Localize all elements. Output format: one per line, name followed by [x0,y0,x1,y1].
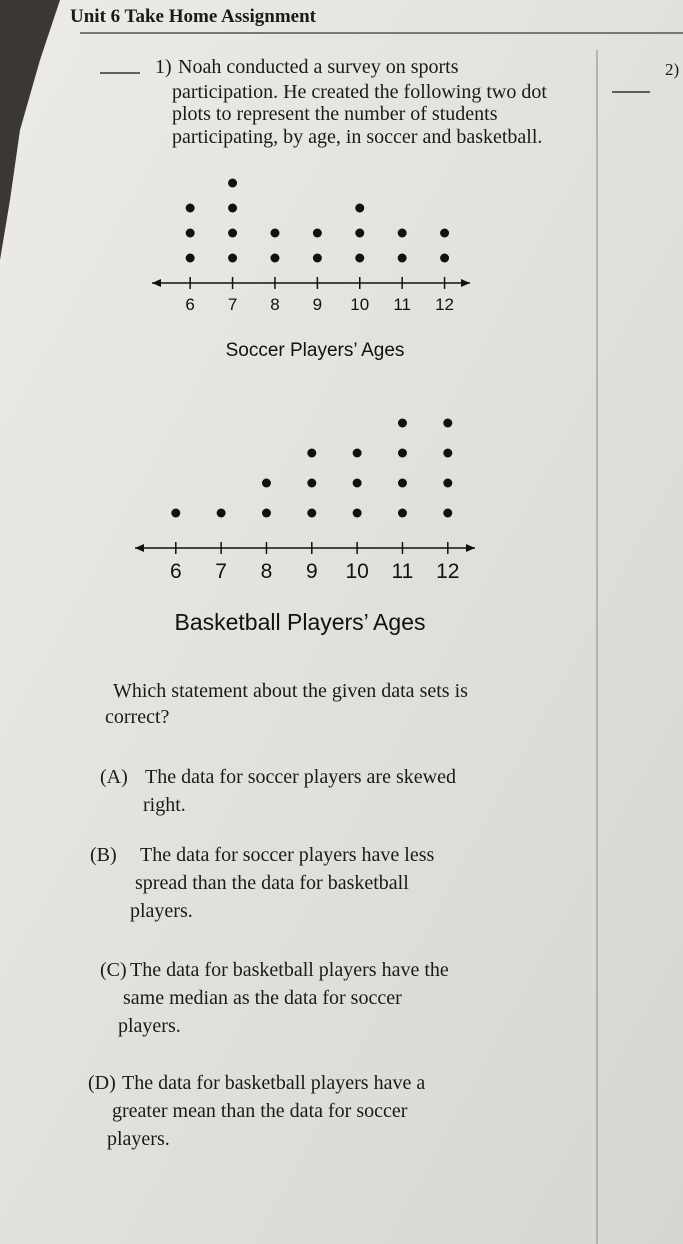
page-edge [0,0,60,260]
dot [185,253,195,263]
dot [228,228,238,238]
choice-text: same median as the data for soccer [123,987,402,1009]
chart-title: Basketball Players’ Ages [174,609,425,635]
question-number: 1) [155,56,172,78]
dot [397,448,407,458]
choice-label: (B) [90,844,117,866]
choice-text: The data for basketball players have a [122,1072,425,1094]
choice-text: The data for soccer players are skewed [145,766,456,788]
dot [307,478,317,488]
tick-label: 12 [436,560,459,583]
tick-label: 11 [392,560,414,583]
dot [312,253,322,263]
choice-text: players. [130,900,193,922]
dot [397,418,407,428]
choice-label: (D) [88,1072,116,1094]
dot [228,253,238,263]
tick-label: 8 [270,295,279,314]
tick-label: 10 [350,295,369,314]
question-text: Noah conducted a survey on sports [178,56,459,78]
dot [397,478,407,488]
tick-label: 11 [393,295,411,314]
dot [185,203,195,213]
dot [397,253,407,263]
choice-text: The data for basketball players have the [130,959,449,981]
choice-label: (C) [100,959,127,981]
dot [443,448,453,458]
header-title: Unit 6 Take Home Assignment [70,6,317,27]
dot [443,478,453,488]
choice-text: greater mean than the data for soccer [112,1100,408,1122]
dot [185,228,195,238]
choice-text: The data for soccer players have less [140,844,435,866]
dot [355,253,365,263]
dot [228,203,238,213]
dot [443,418,453,428]
dot [228,178,238,188]
dot [440,253,450,263]
dot [355,228,365,238]
prompt-text: correct? [105,706,170,728]
dot [352,448,362,458]
choice-label: (A) [100,766,128,788]
dot [307,448,317,458]
dot [270,228,280,238]
dot [440,228,450,238]
dot [307,508,317,518]
dot [352,508,362,518]
dot [443,508,453,518]
tick-label: 9 [313,295,322,314]
dot [397,228,407,238]
prompt-text: Which statement about the given data set… [113,680,468,702]
dot [352,478,362,488]
next-question-number: 2) [665,60,679,79]
dot [216,508,226,518]
dot [312,228,322,238]
choice-text: players. [118,1015,181,1037]
chart-title: Soccer Players’ Ages [226,340,405,361]
tick-label: 9 [306,560,318,583]
choice-text: players. [107,1128,170,1150]
tick-label: 12 [435,295,454,314]
question-text: plots to represent the number of student… [172,103,498,125]
tick-label: 7 [228,295,237,314]
dot [261,478,271,488]
tick-label: 10 [345,560,368,583]
dot [355,203,365,213]
tick-label: 7 [215,560,227,583]
content: Noah conducted a survey on sports partici… [88,56,547,1150]
dot [261,508,271,518]
choice-text: spread than the data for basketball [135,872,409,894]
question-text: participation. He created the following … [172,81,547,103]
dot [171,508,181,518]
tick-label: 6 [185,295,194,314]
dot [270,253,280,263]
tick-label: 6 [170,560,182,583]
choice-text: right. [143,794,186,816]
dot [397,508,407,518]
question-text: participating, by age, in soccer and bas… [172,126,542,148]
tick-label: 8 [261,560,273,583]
